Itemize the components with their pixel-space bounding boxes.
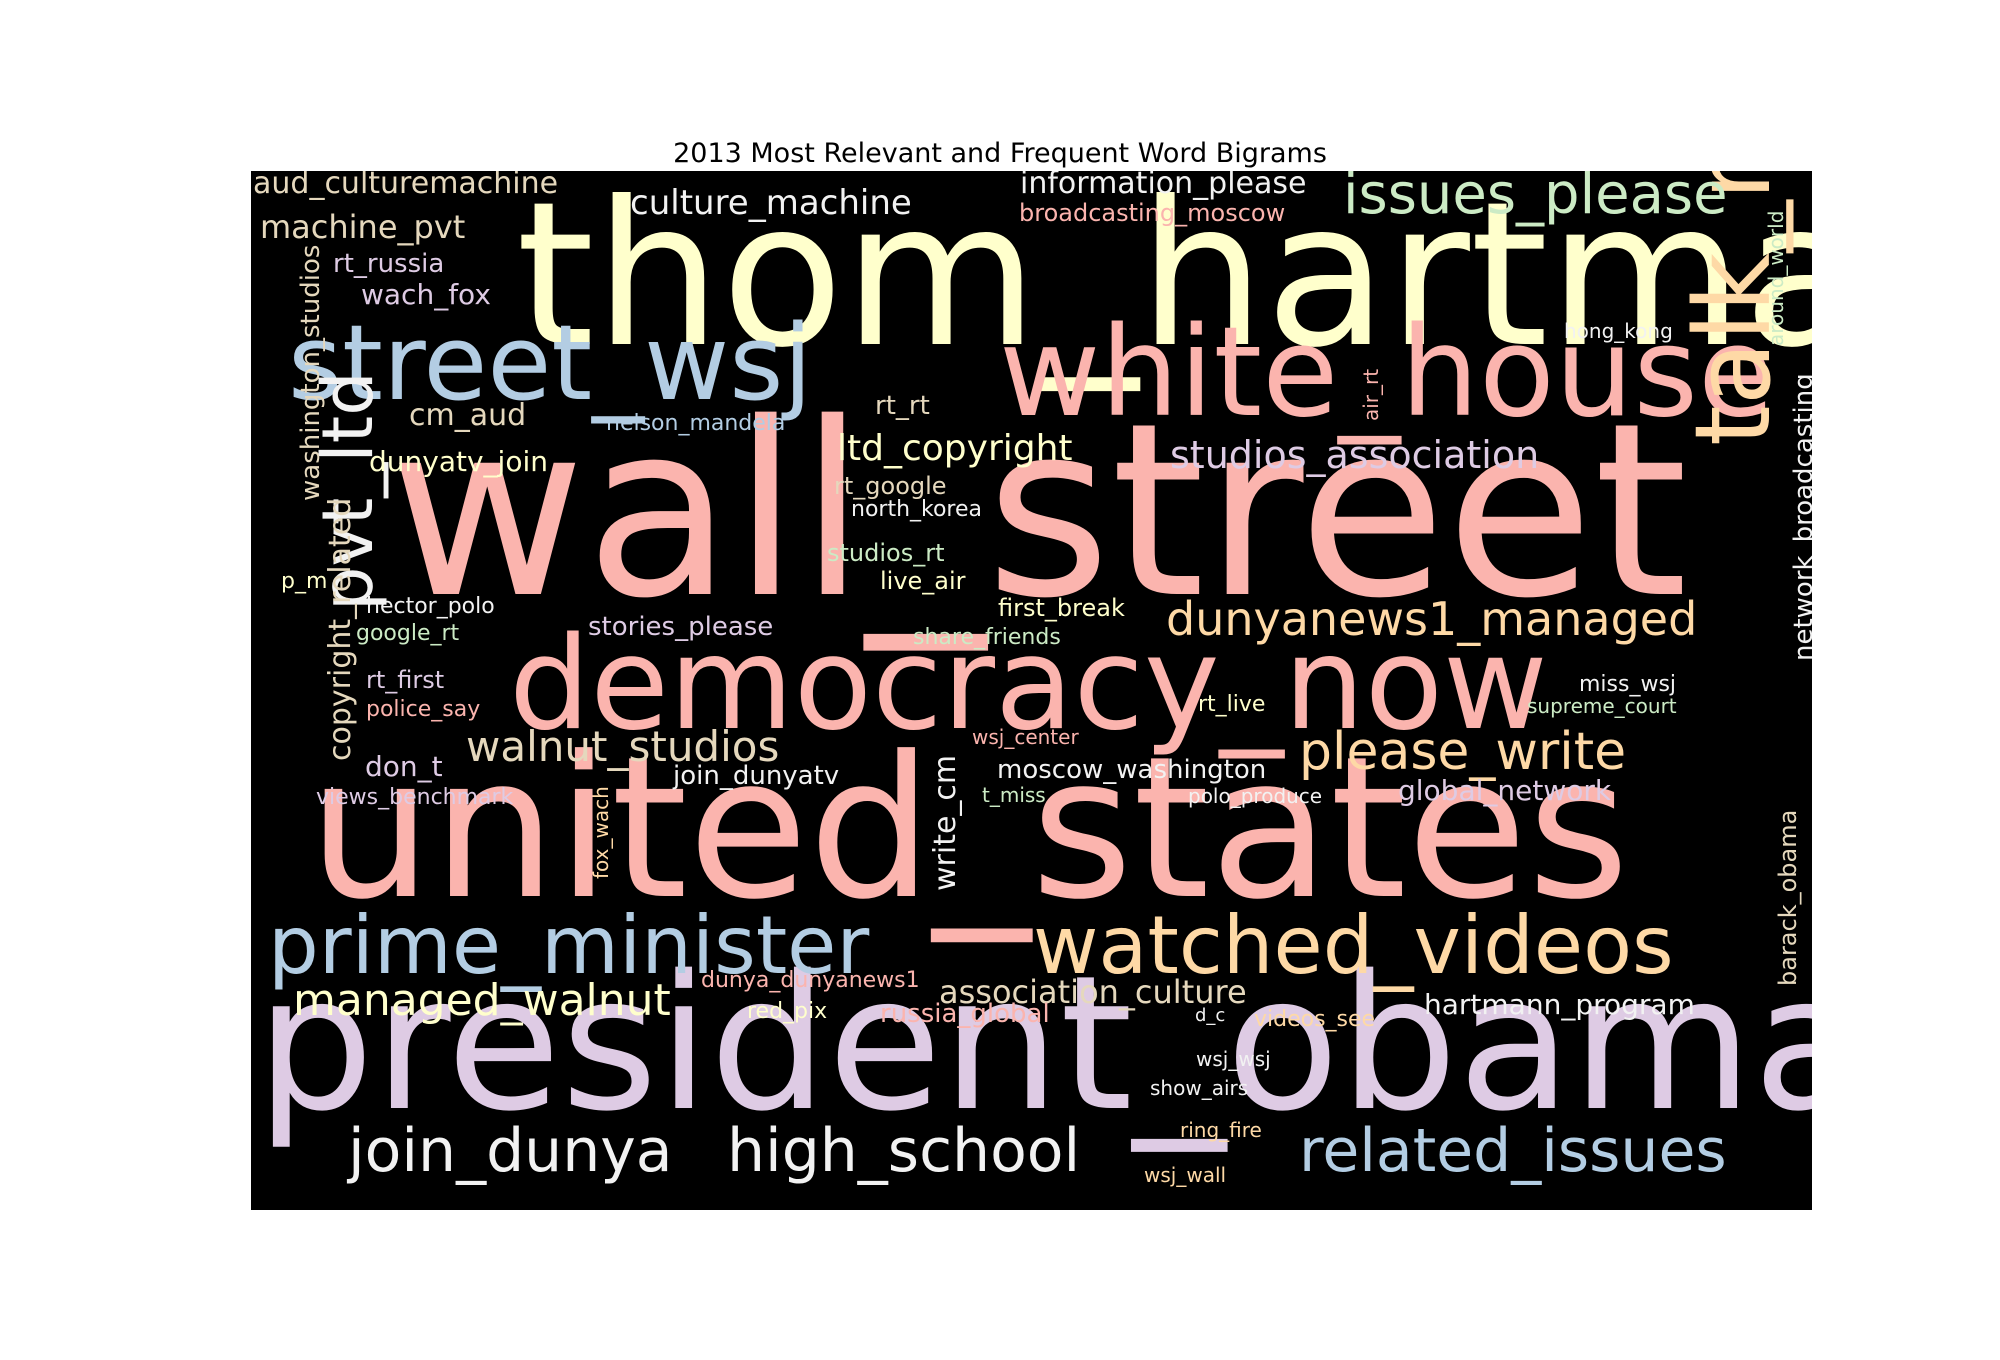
word-show-airs: show_airs (1150, 1076, 1249, 1100)
word-association-culture: association_culture (939, 973, 1247, 1011)
word-president-obama: president_obama (256, 935, 1812, 1152)
word-barack-obama: barack_obama (1774, 809, 1802, 986)
word-moscow-washington: moscow_washington (997, 755, 1267, 785)
word-studios-rt: studios_rt (827, 539, 945, 567)
word-prime-minister: prime_minister (268, 899, 870, 992)
word-wsj-center: wsj_center (972, 725, 1079, 749)
word-rt-rt: rt_rt (875, 391, 930, 421)
word-wsj-wsj: wsj_wsj (1196, 1047, 1271, 1071)
word-global-network: global_network (1398, 774, 1612, 807)
word-please-write: please_write (1299, 722, 1627, 782)
word-ring-fire: ring_fire (1180, 1118, 1262, 1142)
word-russia-global: russia_global (880, 999, 1050, 1029)
word-hartmann-program: hartmann_program (1424, 988, 1695, 1021)
word-share-friends: share_friends (913, 625, 1061, 650)
word-related-issues: related_issues (1299, 1116, 1727, 1186)
word-police-say: police_say (366, 697, 481, 722)
word-rt-live: rt_live (1198, 692, 1266, 717)
word-d-c: d_c (1195, 1005, 1226, 1026)
word-copyright-related: copyright_related (323, 497, 358, 761)
word-white-house: white_house (999, 301, 1775, 445)
word-information-please: information_please (1020, 171, 1307, 201)
word-studios-association: studios_association (1170, 433, 1540, 477)
word-network-broadcasting: network_broadcasting (1789, 373, 1812, 661)
word-hong-kong: hong_kong (1564, 319, 1673, 343)
word-walnut-studios: walnut_studios (466, 722, 780, 771)
word-rt-russia: rt_russia (333, 249, 445, 279)
word-managed-walnut: managed_walnut (293, 975, 671, 1026)
word-street-wsj: street_wsj (288, 302, 813, 424)
word-join-dunyatv: join_dunyatv (673, 761, 840, 791)
word-aud-culturemachine: aud_culturemachine (253, 171, 559, 201)
word-rt-first: rt_first (366, 666, 445, 694)
word-high-school: high_school (727, 1116, 1081, 1186)
word-dunyanews1-managed: dunyanews1_managed (1166, 592, 1698, 646)
word-around-world: around_world (1764, 210, 1788, 346)
word-join-dunya: join_dunya (348, 1116, 673, 1186)
word-wach-fox: wach_fox (361, 278, 491, 311)
word-polo-produce: polo_produce (1188, 784, 1323, 808)
word-supreme-court: supreme_court (1527, 694, 1677, 718)
word-issues-please: issues_please (1343, 171, 1728, 227)
word-cloud: thom_hartmannwall_street united_statespre… (251, 171, 1812, 1210)
word-air-rt: air_rt (1359, 368, 1383, 421)
word-rt-google: rt_google (834, 472, 947, 500)
word-first-break: first_break (998, 594, 1125, 622)
word-democracy-now: democracy_now (509, 610, 1548, 759)
word-views-benchmark: views_benchmark (316, 785, 514, 810)
word-wsj-wall: wsj_wall (1144, 1163, 1227, 1187)
word-hector-polo: hector_polo (366, 594, 495, 619)
word-nelson-mandela: nelson_mandela (606, 411, 786, 436)
word-dunyatv-join: dunyatv_join (369, 445, 548, 478)
word-red-pix: red_pix (747, 999, 828, 1024)
word-dunya-dunyanews1: dunya_dunyanews1 (701, 968, 920, 993)
word-fox-wach: fox_wach (589, 786, 613, 879)
chart-title: 2013 Most Relevant and Frequent Word Big… (673, 138, 1327, 169)
word-write-cm: write_cm (928, 754, 963, 891)
word-thom-hartmann: thom_hartmann (516, 171, 1812, 392)
word-ltd-copyright: ltd_copyright (837, 428, 1073, 469)
word-live-air: live_air (880, 567, 966, 595)
word-broadcasting-moscow: broadcasting_moscow (1019, 199, 1286, 227)
word-culture-machine: culture_machine (630, 183, 912, 223)
word-t-miss: t_miss (982, 783, 1046, 807)
word-machine-pvt: machine_pvt (260, 208, 466, 246)
word-cm-aud: cm_aud (409, 398, 527, 433)
word-videos-see: videos_see (1254, 1007, 1376, 1032)
word-north-korea: north_korea (851, 497, 983, 522)
word-don-t: don_t (365, 750, 443, 783)
word-p-m: p_m (281, 569, 328, 594)
word-watched-videos: watched_videos (1033, 899, 1674, 992)
word-miss-wsj: miss_wsj (1579, 672, 1677, 697)
word-wall-street: wall_street (389, 371, 1688, 651)
word-united-states: united_states (308, 715, 1630, 943)
word-stories-please: stories_please (588, 612, 774, 642)
word-washington-studios: washington_studios (296, 244, 326, 501)
word-google-rt: google_rt (356, 621, 460, 646)
